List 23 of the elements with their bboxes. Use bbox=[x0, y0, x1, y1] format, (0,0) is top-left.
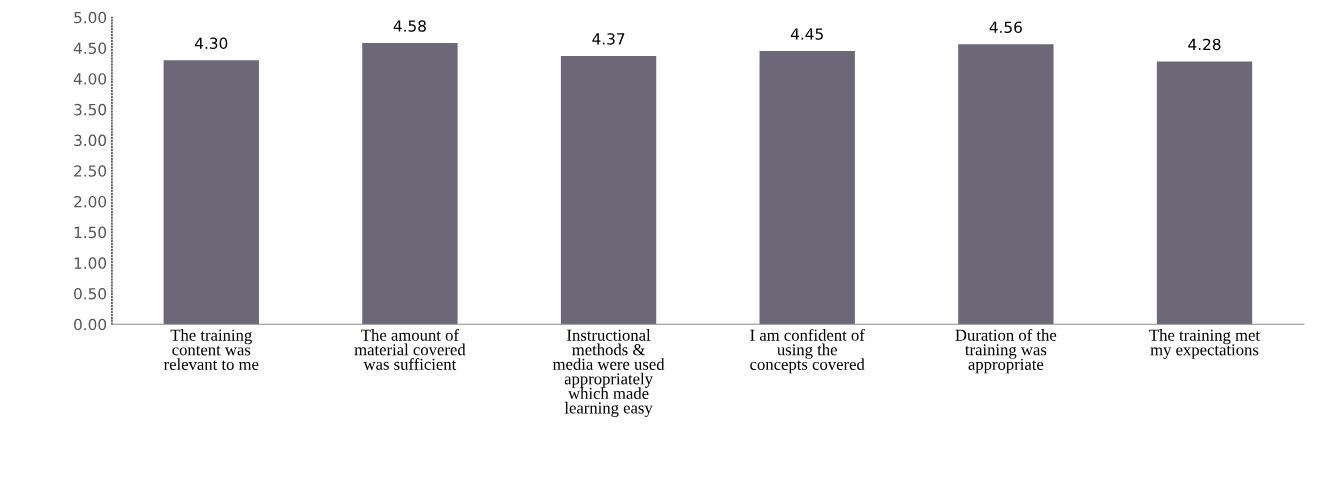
y-tick-label: 4.50 bbox=[73, 42, 107, 55]
y-tick-label: 1.00 bbox=[74, 257, 107, 269]
y-tick-label: 0.50 bbox=[74, 288, 107, 300]
y-tick-label: 1.50 bbox=[74, 226, 107, 239]
data-label: 4.56 bbox=[989, 21, 1022, 34]
x-tick-label: I am confident of using the concepts covered bbox=[750, 328, 865, 374]
y-tick-label: 3.00 bbox=[74, 134, 107, 147]
data-label: 4.45 bbox=[790, 28, 823, 40]
y-tick-label: 2.50 bbox=[74, 165, 107, 177]
x-tick-label: Instructional methods & media were used appropriately which made learning easy bbox=[552, 329, 665, 417]
y-tick-label: 4.00 bbox=[73, 73, 107, 85]
data-label: 4.58 bbox=[393, 20, 426, 32]
x-tick-label: The training met my expectations bbox=[1149, 329, 1260, 359]
data-label: 4.28 bbox=[1188, 38, 1221, 51]
x-tick-label: Duration of the training was appropriate bbox=[955, 328, 1057, 374]
data-label: 4.30 bbox=[195, 37, 228, 49]
x-tick-label: The training content was relevant to me bbox=[163, 329, 259, 370]
data-label: 4.37 bbox=[592, 33, 625, 45]
y-tick-label: 5.00 bbox=[74, 11, 107, 24]
y-tick-label: 0.00 bbox=[74, 318, 107, 331]
y-tick-label: 3.50 bbox=[74, 103, 107, 116]
y-tick-label: 2.00 bbox=[74, 195, 107, 208]
x-tick-label: The amount of material covered was sufficient bbox=[354, 328, 466, 370]
